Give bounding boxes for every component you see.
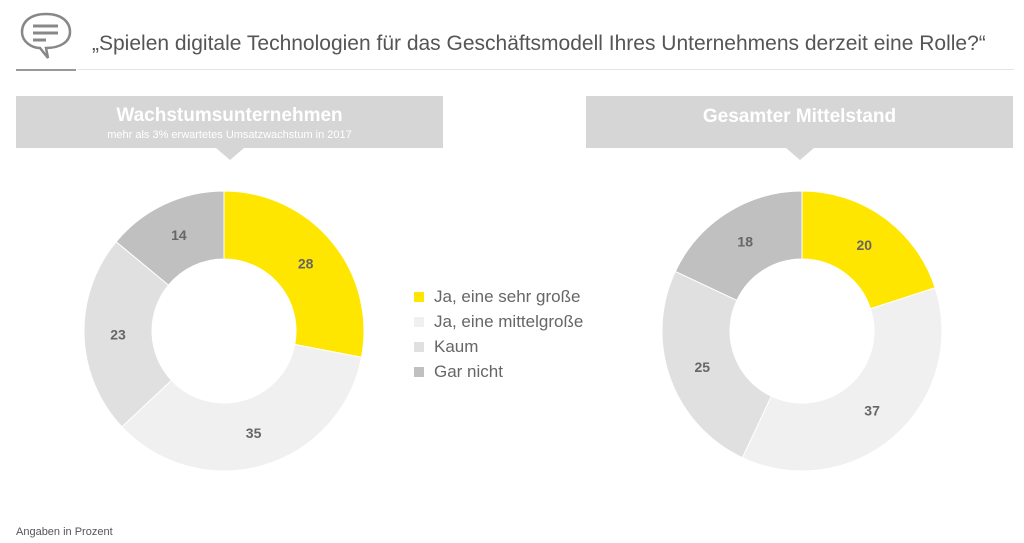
legend: Ja, eine sehr große Ja, eine mittelgroße… xyxy=(414,284,583,384)
legend-item: Kaum xyxy=(414,334,583,359)
legend-label: Ja, eine sehr große xyxy=(434,286,581,306)
data-label: 18 xyxy=(737,234,753,250)
donut-segment xyxy=(115,190,225,286)
legend-label: Ja, eine mittelgroße xyxy=(434,311,584,331)
legend-item: Gar nicht xyxy=(414,359,583,384)
legend-item: Ja, eine mittelgroße xyxy=(414,309,583,334)
legend-label: Kaum xyxy=(434,336,479,356)
data-label: 20 xyxy=(857,237,873,253)
legend-swatch xyxy=(414,341,424,352)
divider-accent xyxy=(16,69,76,71)
legend-item: Ja, eine sehr große xyxy=(414,284,583,309)
page-title: „Spielen digitale Technologien für das G… xyxy=(92,32,986,55)
data-label: 25 xyxy=(694,359,710,375)
banner-wachstum: Wachstumsunternehmen mehr als 3% erwarte… xyxy=(16,96,443,160)
donut-segment xyxy=(674,190,803,302)
banner-mittelstand: Gesamter Mittelstand xyxy=(586,96,1013,160)
legend-swatch xyxy=(414,366,424,377)
donut-segment xyxy=(83,241,173,428)
legend-swatch xyxy=(414,291,424,302)
data-label: 35 xyxy=(246,425,262,441)
chart-title: Gesamter Mittelstand xyxy=(702,106,897,127)
donut-segment xyxy=(121,343,363,472)
footnote: Angaben in Prozent xyxy=(16,526,113,538)
speech-bubble-icon xyxy=(20,12,72,59)
data-label: 28 xyxy=(298,255,314,271)
data-label: 14 xyxy=(171,227,187,243)
chart-subtitle: mehr als 3% erwartetes Umsatzwachstum in… xyxy=(107,129,352,141)
divider xyxy=(78,69,1014,70)
chart-title: Wachstumsunternehmen xyxy=(116,105,343,126)
data-label: 23 xyxy=(110,326,126,342)
donut-segment xyxy=(801,190,936,310)
donut-segment xyxy=(661,270,773,459)
legend-label: Gar nicht xyxy=(434,361,503,381)
legend-swatch xyxy=(414,316,424,327)
donut-segment xyxy=(741,287,943,472)
donut-segment xyxy=(223,190,365,358)
data-label: 37 xyxy=(864,403,880,419)
